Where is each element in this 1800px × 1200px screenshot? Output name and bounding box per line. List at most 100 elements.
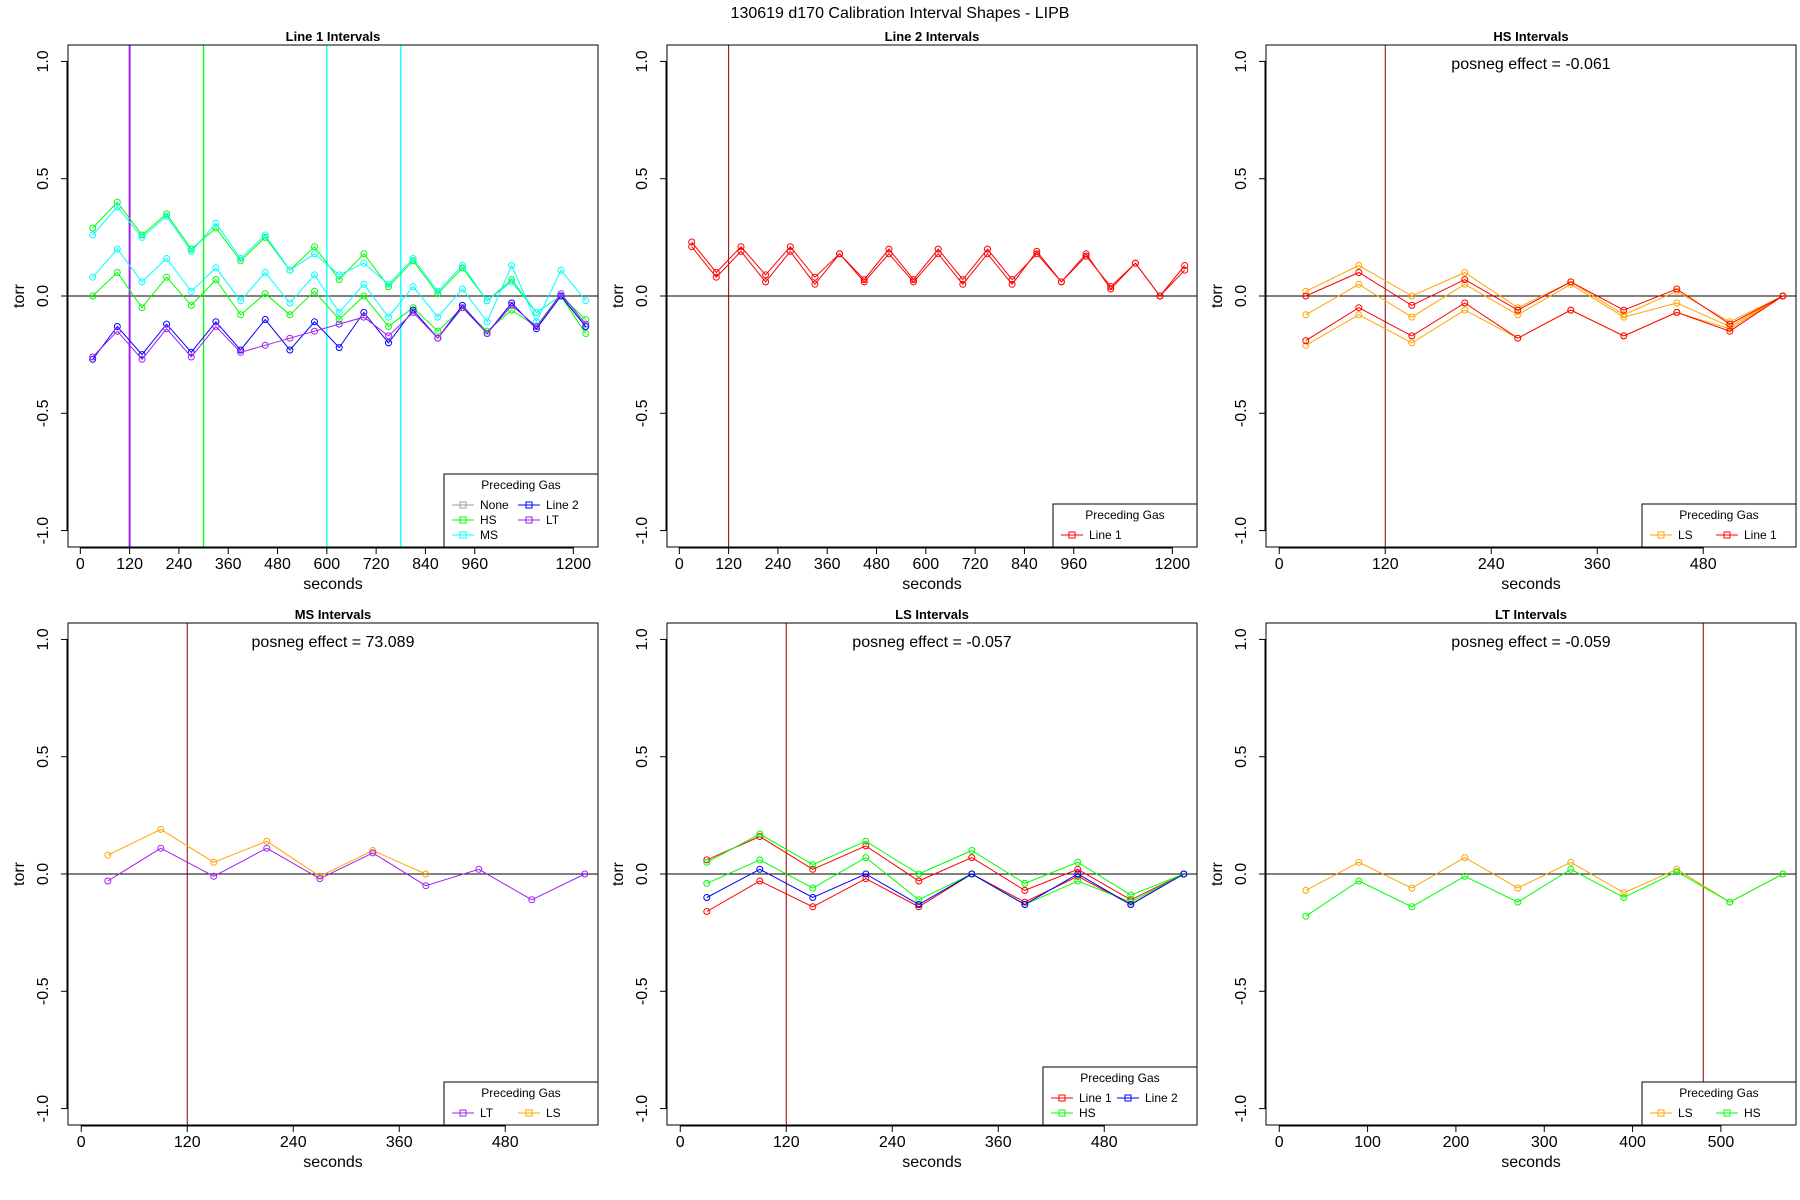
data-point — [1127, 896, 1135, 904]
y-tick-label: 0.5 — [634, 167, 651, 189]
data-point — [1514, 304, 1522, 312]
data-point — [862, 854, 870, 862]
x-tick-label: 120 — [116, 556, 143, 573]
data-point — [360, 250, 368, 258]
data-point — [915, 870, 923, 878]
y-tick-label: 0.0 — [634, 863, 651, 885]
data-point — [984, 245, 991, 253]
x-tick-label: 480 — [492, 1134, 519, 1151]
data-point — [1021, 886, 1029, 894]
data-point — [712, 273, 720, 281]
data-point — [311, 327, 318, 335]
data-point — [187, 287, 195, 295]
data-point — [1302, 311, 1310, 319]
data-point — [1620, 889, 1628, 897]
x-tick-label: 0 — [676, 1134, 685, 1151]
data-point — [360, 313, 368, 321]
series-line — [1305, 295, 1784, 342]
y-tick-label: 0.0 — [634, 285, 651, 307]
data-point — [1408, 313, 1416, 321]
data-point — [311, 318, 318, 326]
chart-panel: HS Intervals 1.0 0.5 0.0 -0.5 -1.0 torr 0 120 240… — [1209, 29, 1797, 593]
data-point — [1620, 313, 1628, 321]
data-point — [163, 320, 171, 328]
legend-swatch-marker — [1124, 1094, 1132, 1102]
data-point — [210, 858, 218, 866]
x-tick-label: 400 — [1619, 1134, 1646, 1151]
data-point — [1127, 901, 1135, 908]
legend-title: Preceding Gas — [1679, 1086, 1758, 1100]
data-point — [212, 323, 220, 330]
data-point — [862, 842, 870, 850]
y-axis-label: torr — [610, 861, 627, 886]
y-axis-label: torr — [1209, 861, 1226, 886]
data-point — [1074, 870, 1082, 878]
legend-entry: LS — [1678, 1106, 1693, 1120]
legend-swatch-marker — [525, 1109, 533, 1117]
data-point — [1514, 311, 1522, 319]
data-point — [1408, 339, 1416, 347]
x-tick-label: 1200 — [556, 556, 592, 573]
legend-entry: LS — [1678, 528, 1693, 542]
data-point — [138, 278, 146, 286]
data-point — [138, 355, 146, 363]
data-point — [1514, 898, 1522, 906]
chart-title: Line 2 Intervals — [885, 29, 980, 44]
legend-swatch-marker — [459, 516, 467, 524]
x-tick-label: 360 — [215, 556, 242, 573]
data-point — [212, 276, 220, 284]
data-point — [369, 847, 377, 854]
y-tick-label: 0.5 — [35, 745, 52, 767]
series-line — [1305, 271, 1784, 325]
data-point — [508, 262, 516, 269]
y-tick-label: -1.0 — [35, 517, 52, 545]
data-point — [434, 313, 442, 321]
data-point — [261, 316, 269, 323]
data-point — [712, 269, 720, 276]
series-line — [107, 828, 427, 877]
data-point — [263, 844, 271, 852]
legend-title: Preceding Gas — [481, 1086, 560, 1100]
data-point — [756, 833, 764, 840]
data-point — [862, 875, 870, 883]
data-point — [762, 271, 770, 279]
series-line — [92, 206, 587, 327]
data-point — [316, 875, 324, 883]
plot-frame — [666, 622, 1198, 1126]
y-tick-label: 0.0 — [1233, 863, 1250, 885]
data-point — [703, 879, 711, 887]
data-point — [581, 870, 589, 878]
data-point — [1567, 865, 1575, 873]
posneg-annotation: posneg effect = -0.057 — [852, 634, 1011, 651]
data-point — [113, 269, 121, 276]
data-point — [409, 308, 417, 316]
plot-area — [1266, 45, 1796, 547]
data-point — [557, 266, 565, 274]
data-point — [557, 290, 565, 298]
data-point — [1302, 886, 1310, 894]
y-tick-label: -0.5 — [634, 399, 651, 427]
y-tick-label: -0.5 — [35, 399, 52, 427]
data-point — [1127, 891, 1135, 899]
data-point — [1673, 285, 1681, 293]
data-point — [1461, 276, 1469, 284]
plot-area — [667, 45, 1197, 547]
data-point — [157, 844, 165, 852]
data-point — [582, 316, 590, 323]
x-tick-label: 840 — [412, 556, 439, 573]
data-point — [1181, 266, 1189, 274]
data-point — [968, 854, 976, 862]
legend-entry: Line 1 — [1744, 528, 1777, 542]
data-point — [809, 884, 817, 892]
data-point — [1008, 280, 1016, 288]
data-point — [187, 247, 195, 255]
data-point — [1355, 262, 1363, 269]
plot-area — [68, 623, 598, 1125]
data-point — [1302, 292, 1310, 300]
x-tick-label: 960 — [461, 556, 488, 573]
data-point — [811, 273, 819, 281]
data-point — [756, 865, 764, 873]
legend-box — [443, 1081, 599, 1126]
data-point — [434, 327, 442, 335]
data-point — [187, 353, 195, 361]
